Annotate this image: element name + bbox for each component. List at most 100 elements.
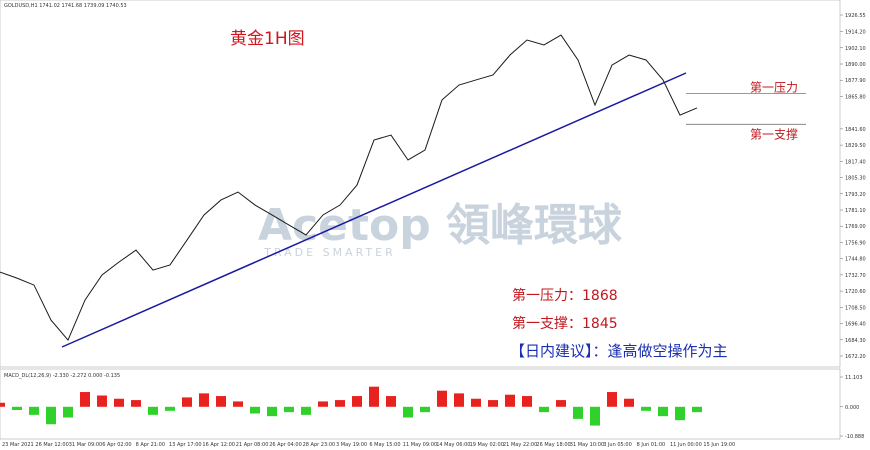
y-tick-label: 1914.20 — [845, 30, 866, 36]
y-tick-label: 1672.20 — [845, 354, 866, 360]
y-tick-label: 1732.70 — [845, 273, 866, 279]
x-tick-label: 23 Mar 2021 — [2, 442, 34, 448]
macd-bar — [624, 398, 634, 407]
macd-bar — [284, 406, 294, 413]
x-tick-label: 8 Jun 01:00 — [637, 442, 666, 448]
x-tick-label: 3 May 19:00 — [336, 442, 367, 448]
y-tick-label: 1926.55 — [845, 13, 866, 19]
macd-bar — [318, 401, 328, 407]
macd-bar — [267, 406, 277, 417]
macd-bar — [352, 396, 362, 407]
macd-panel — [0, 368, 841, 440]
macd-tick-label: 0.000 — [845, 405, 859, 411]
macd-bar — [182, 397, 192, 407]
y-tick-label: 1793.20 — [845, 192, 866, 198]
macd-bar — [63, 406, 73, 418]
macd-bar — [437, 390, 447, 407]
macd-bar — [114, 398, 124, 407]
price-panel — [0, 0, 841, 368]
y-tick-label: 1744.80 — [845, 257, 866, 263]
support-note-label: 第一支撑： — [512, 315, 582, 332]
macd-bar — [522, 396, 532, 407]
x-tick-label: 28 Apr 23:00 — [303, 442, 336, 448]
macd-bar — [29, 406, 39, 415]
x-tick-label: 15 Jun 19:00 — [703, 442, 735, 448]
macd-bar — [658, 406, 668, 417]
macd-bar — [556, 400, 566, 407]
macd-tick-label: 11.103 — [845, 375, 863, 381]
y-tick-label: 1829.50 — [845, 143, 866, 149]
macd-bar — [301, 406, 311, 415]
watermark: Acetop 領峰環球 — [258, 200, 623, 251]
y-tick-label: 1708.50 — [845, 305, 866, 311]
x-tick-label: 6 May 15:00 — [369, 442, 400, 448]
y-tick-label: 1805.30 — [845, 176, 866, 182]
x-tick-label: 6 Apr 02:00 — [102, 442, 131, 448]
x-tick-label: 14 May 06:00 — [436, 442, 470, 448]
resistance-note: 第一压力：1868 — [512, 287, 618, 304]
y-tick-label: 1684.30 — [845, 338, 866, 344]
support-note-value: 1845 — [582, 316, 618, 332]
watermark-sub: TRADE SMARTER — [263, 246, 396, 259]
macd-bar — [233, 401, 243, 407]
x-tick-label: 26 Apr 04:00 — [269, 442, 302, 448]
macd-bar — [692, 406, 702, 413]
y-tick-label: 1890.00 — [845, 62, 866, 68]
x-tick-label: 11 May 09:00 — [403, 442, 437, 448]
x-tick-label: 31 May 10:00 — [570, 442, 604, 448]
x-tick-label: 21 Apr 08:00 — [236, 442, 269, 448]
macd-bar — [403, 406, 413, 418]
x-tick-label: 26 May 18:00 — [536, 442, 570, 448]
resistance-line-label: 第一压力 — [750, 80, 798, 94]
x-tick-label: 16 Apr 12:00 — [202, 442, 235, 448]
y-tick-label: 1902.10 — [845, 46, 866, 52]
macd-bar — [165, 406, 175, 411]
macd-bar — [0, 402, 5, 407]
macd-bar — [573, 406, 583, 419]
x-tick-label: 31 Mar 09:00 — [69, 442, 102, 448]
macd-bar — [12, 406, 22, 411]
y-tick-label: 1769.00 — [845, 224, 866, 230]
macd-label: MACD_DL(12,26,9) -2.330 -2.272 0.000 -0.… — [4, 373, 120, 379]
x-tick-label: 19 May 02:00 — [470, 442, 504, 448]
macd-bar — [539, 406, 549, 413]
resistance-note-value: 1868 — [582, 288, 618, 304]
macd-bar — [590, 406, 600, 426]
x-tick-label: 13 Apr 17:00 — [169, 442, 202, 448]
macd-bar — [386, 396, 396, 407]
macd-bar — [454, 393, 464, 407]
chart-title: 黄金1H图 — [230, 29, 305, 49]
x-tick-label: 26 Mar 12:00 — [35, 442, 68, 448]
macd-bar — [335, 400, 345, 407]
y-tick-label: 1865.80 — [845, 94, 866, 100]
macd-bar — [80, 392, 90, 407]
x-tick-label: 21 May 22:00 — [503, 442, 537, 448]
y-tick-label: 1720.60 — [845, 289, 866, 295]
y-tick-label: 1817.40 — [845, 159, 866, 165]
y-tick-label: 1781.10 — [845, 208, 866, 214]
y-tick-label: 1756.90 — [845, 240, 866, 246]
macd-bar — [675, 406, 685, 421]
support-note: 第一支撑：1845 — [512, 315, 618, 332]
macd-bar — [250, 406, 260, 414]
support-line-label: 第一支撑 — [750, 126, 798, 141]
y-tick-label: 1696.40 — [845, 322, 866, 328]
macd-bar — [216, 396, 226, 407]
macd-bar — [199, 393, 209, 407]
macd-bar — [641, 406, 651, 411]
macd-tick-label: -10.888 — [845, 434, 864, 440]
macd-bar — [369, 386, 379, 407]
y-tick-label: 1877.90 — [845, 78, 866, 84]
macd-bar — [505, 394, 515, 407]
advice: 【日内建议】：逢高做空操作为主 — [510, 342, 728, 360]
macd-bar — [46, 406, 56, 425]
macd-bar — [148, 406, 158, 415]
y-tick-label: 1841.60 — [845, 127, 866, 133]
macd-bar — [471, 398, 481, 407]
header: GOLDUSD,H1 1741.02 1741.68 1739.09 1740.… — [4, 3, 127, 9]
resistance-note-label: 第一压力： — [512, 287, 582, 304]
macd-bar — [420, 406, 430, 413]
x-tick-label: 3 Jun 05:00 — [603, 442, 632, 448]
